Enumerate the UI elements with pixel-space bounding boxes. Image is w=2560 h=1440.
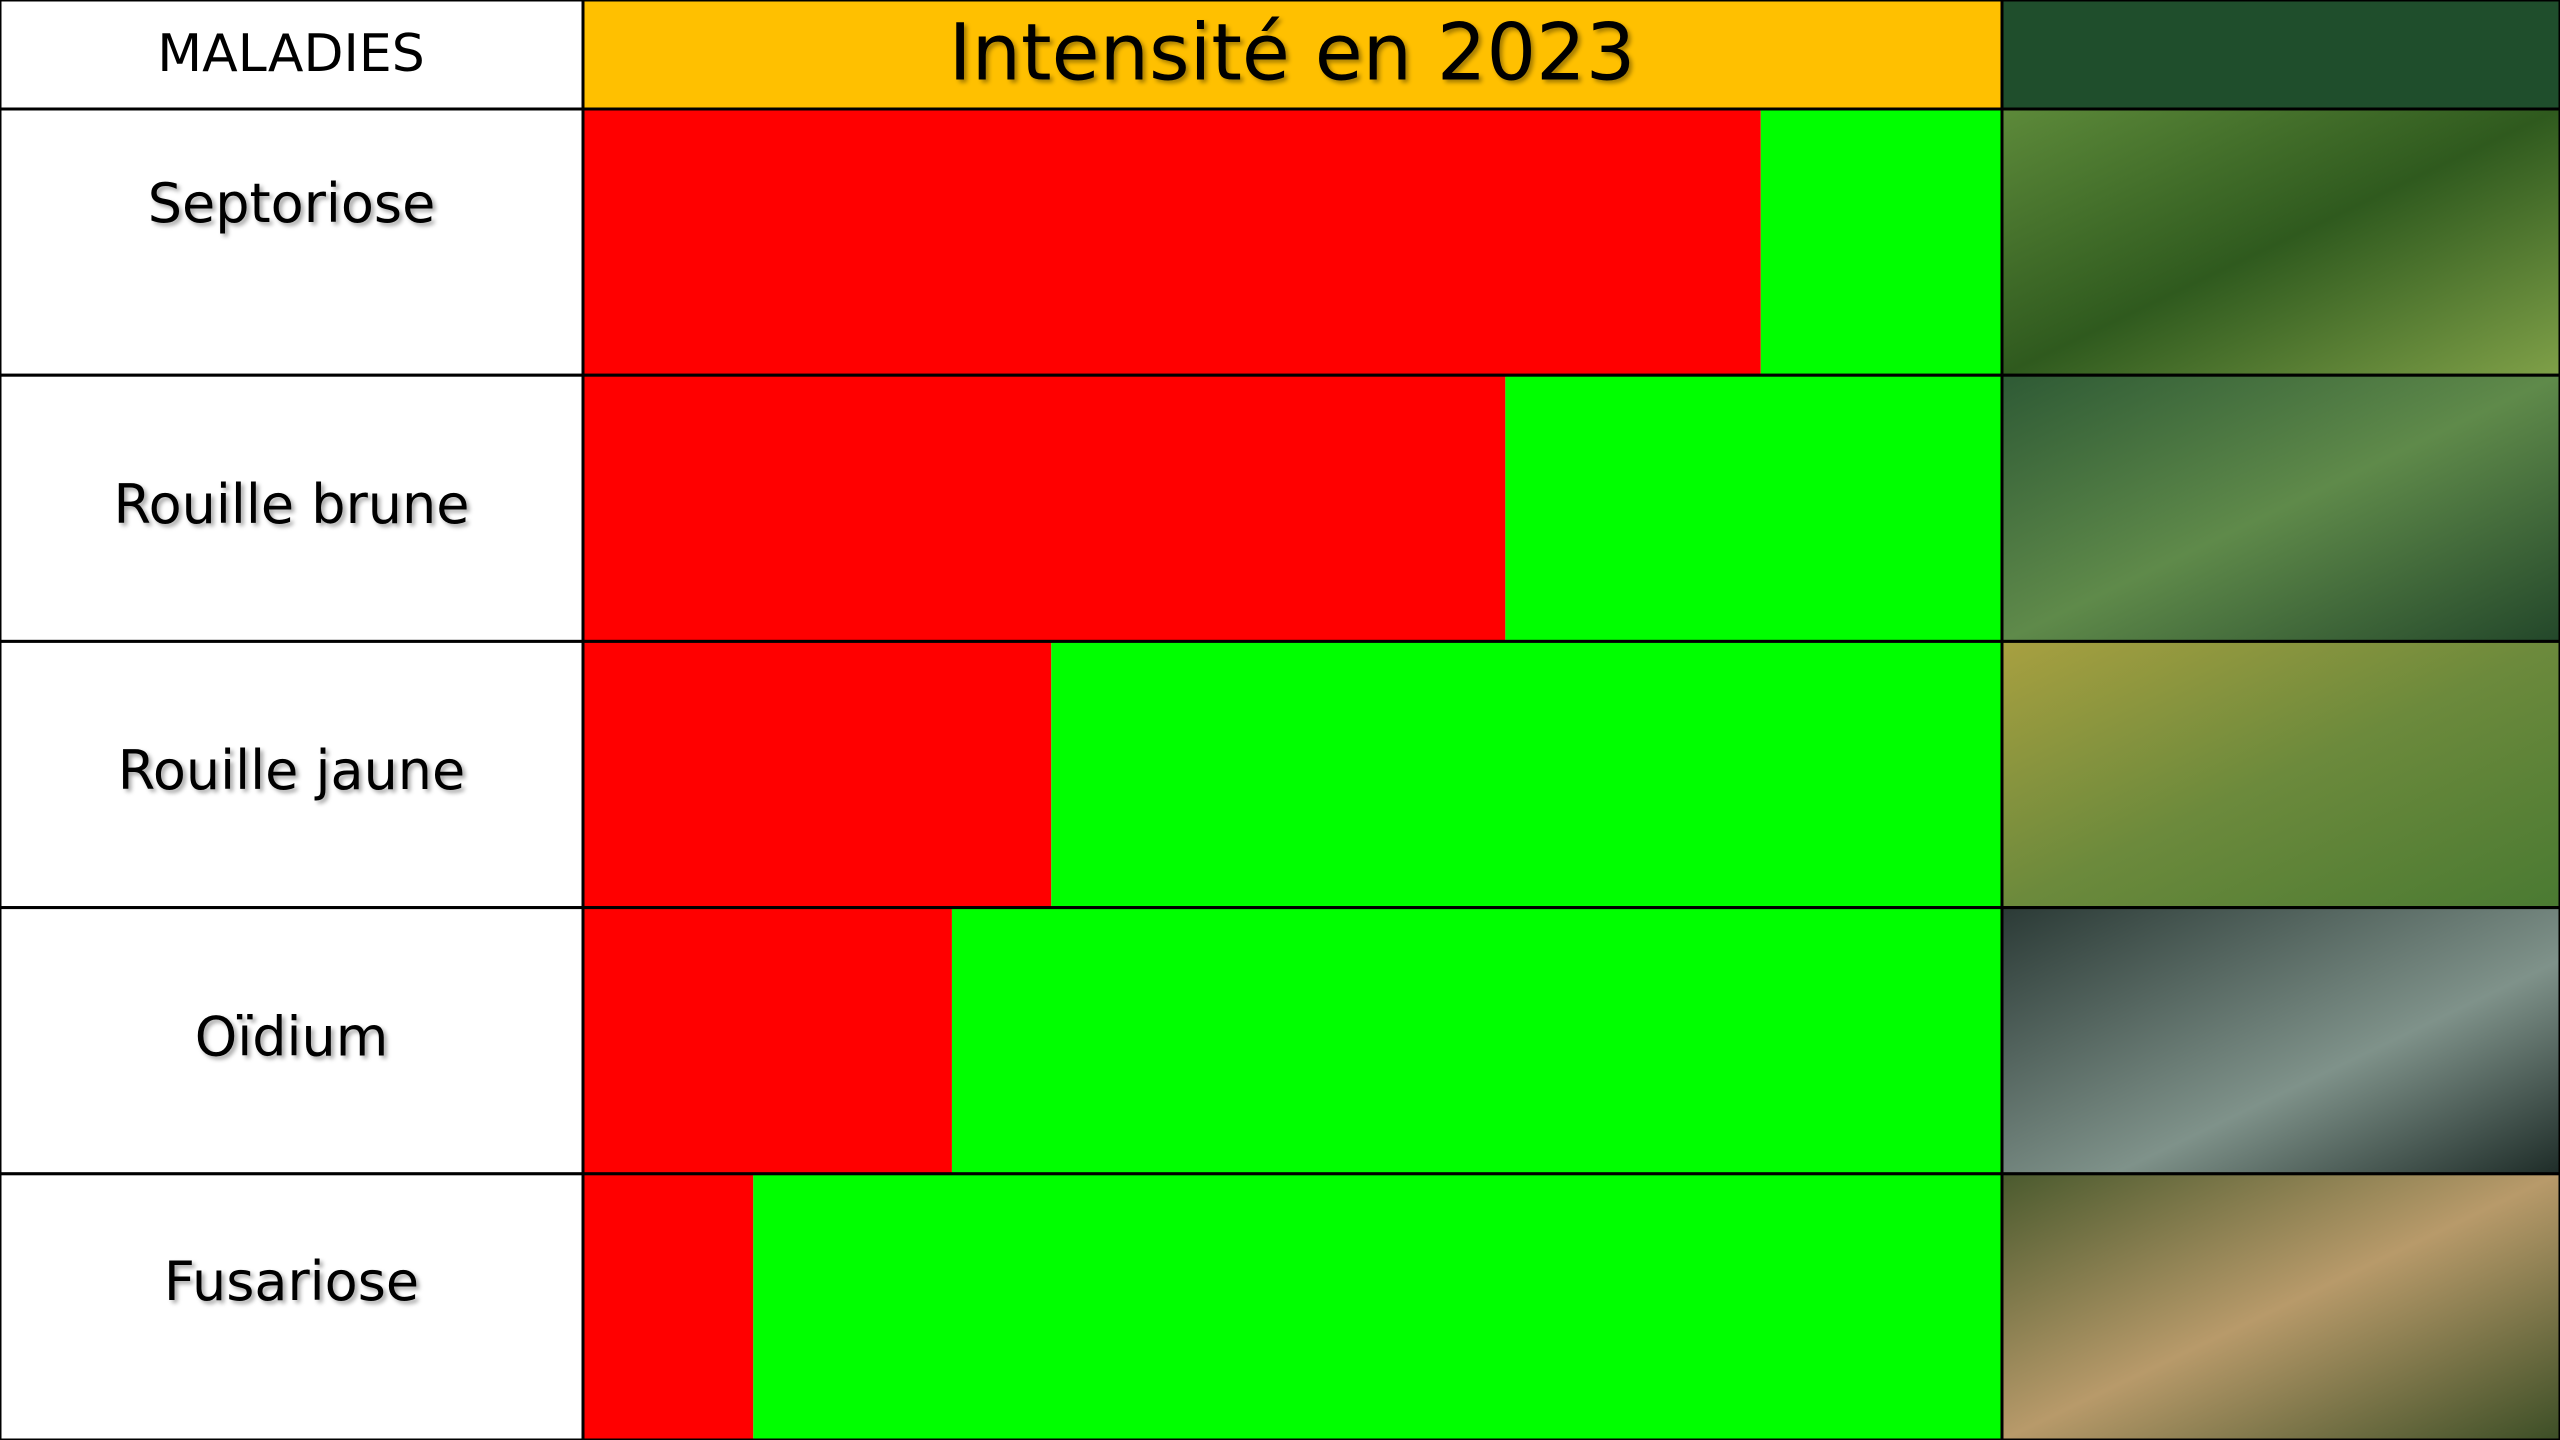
disease-label: Septoriose [148, 172, 436, 235]
bar-segment [1761, 109, 2002, 375]
column-header: MALADIES [157, 24, 424, 84]
disease-label: Rouille jaune [118, 739, 466, 802]
bar-segment [1051, 641, 2002, 907]
bar-segment [753, 1174, 2002, 1440]
photo [2002, 908, 2560, 1174]
disease-label: Fusariose [164, 1250, 419, 1313]
bar-segment [1505, 375, 2002, 641]
bar-segment [583, 641, 1051, 907]
disease-label: Oïdium [195, 1005, 389, 1068]
photo [2002, 109, 2560, 375]
bar-segment [583, 908, 952, 1174]
chart: MALADIES Intensité en 2023 Septoriose Rou… [0, 0, 2560, 1440]
disease-label: Rouille brune [114, 473, 470, 536]
photo [2002, 641, 2560, 907]
bar-segment [952, 908, 2002, 1174]
bar-segment [583, 375, 1505, 641]
photo [2002, 375, 2560, 641]
chart-title: Intensité en 2023 [949, 8, 1636, 98]
label-cell [0, 109, 583, 375]
page: {"chart_data": {"type": "bar", "orientat… [0, 0, 2560, 1440]
photo-header-cell [2002, 0, 2560, 109]
photo [2002, 1174, 2560, 1440]
bar-segment [583, 109, 1761, 375]
bar-segment [583, 1174, 753, 1440]
